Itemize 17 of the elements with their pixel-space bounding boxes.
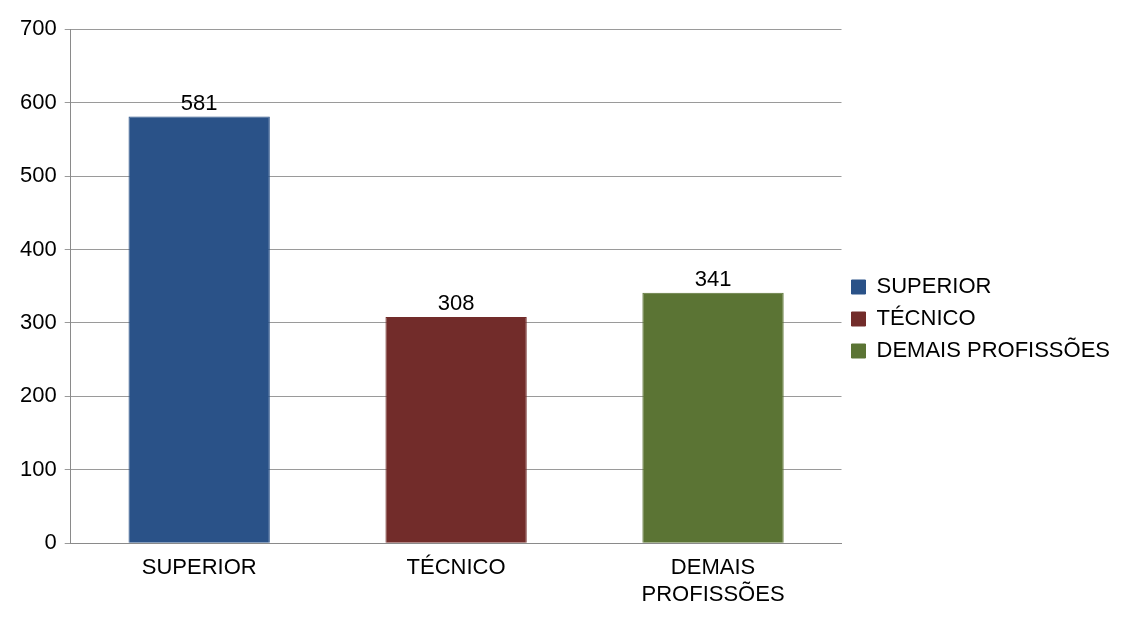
y-tick-label: 100 <box>19 455 57 481</box>
y-tick-label: 700 <box>19 15 57 41</box>
legend-label: SUPERIOR <box>876 273 992 299</box>
legend-label: TÉCNICO <box>876 305 976 331</box>
y-tick-label: 200 <box>19 382 57 408</box>
x-tick-label: TÉCNICO <box>406 554 506 580</box>
x-tick-label: SUPERIOR <box>141 554 257 580</box>
y-tick-label: 600 <box>19 88 57 114</box>
data-label: 581 <box>180 89 218 115</box>
legend-label: DEMAIS PROFISSÕES <box>876 337 1110 363</box>
y-tick-label: 300 <box>19 308 57 334</box>
y-tick-label: 500 <box>19 162 57 188</box>
data-label: 308 <box>437 290 475 316</box>
data-label: 341 <box>694 265 732 291</box>
y-tick-label: 0 <box>44 529 57 555</box>
y-tick-label: 400 <box>19 235 57 261</box>
x-tick-label: DEMAIS PROFISSÕES <box>641 554 785 606</box>
